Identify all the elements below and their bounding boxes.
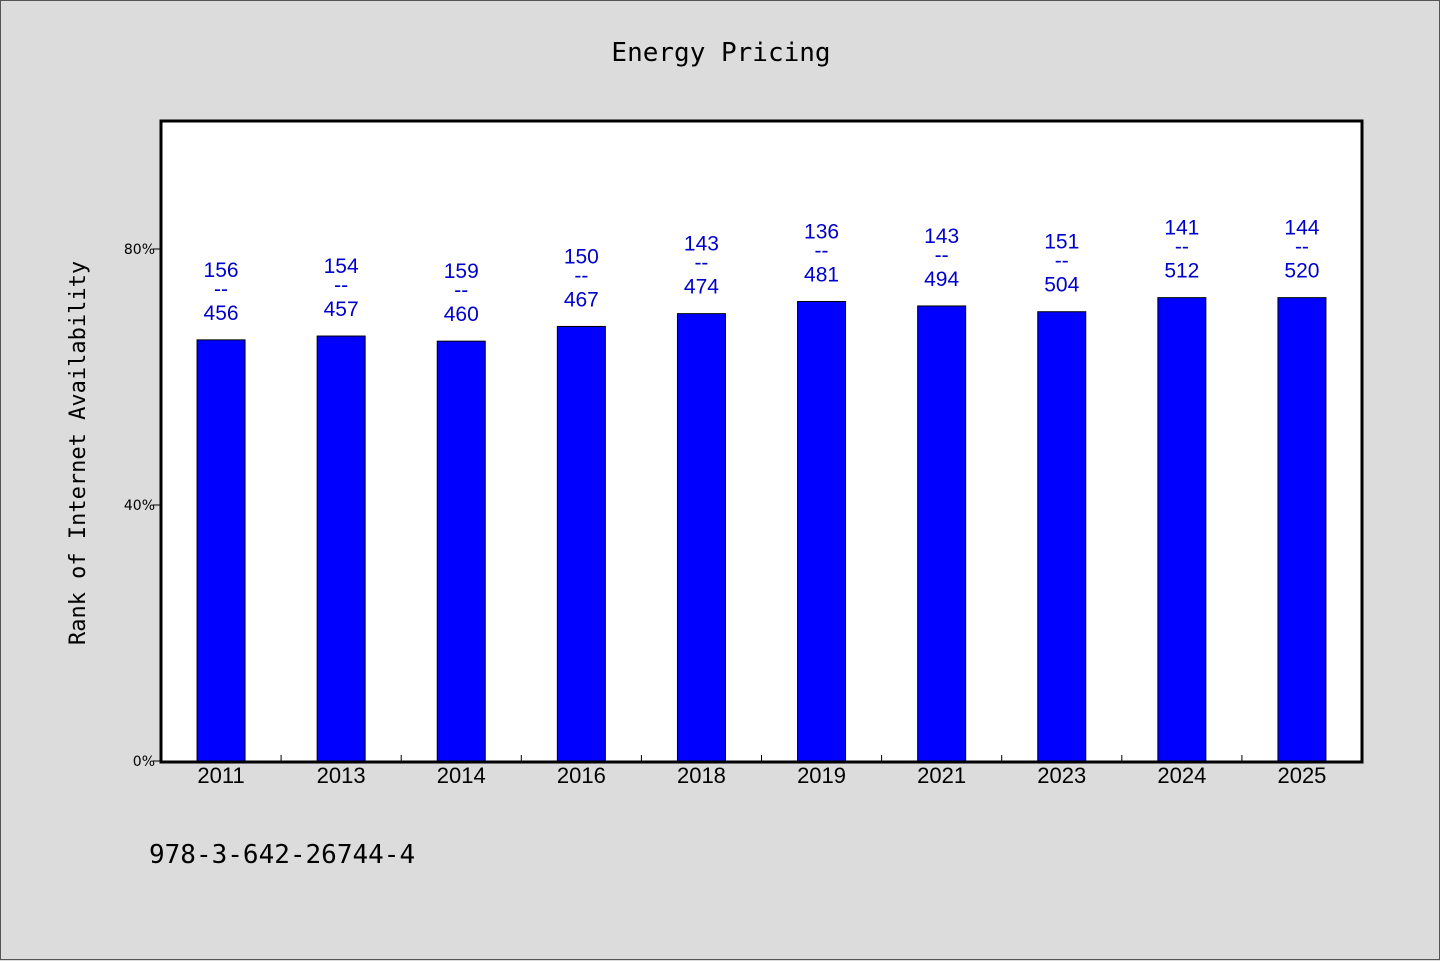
x-tick-label: 2025 [1277, 763, 1326, 788]
y-axis: 0% 40% 80% [124, 242, 161, 770]
data-label-top: 159 [444, 260, 479, 283]
bar-2024 [1157, 297, 1207, 762]
chart-title: Energy Pricing [611, 38, 830, 68]
data-label-bottom: 520 [1284, 260, 1319, 283]
bar-2019 [797, 300, 847, 762]
x-tick-label: 2011 [197, 763, 244, 788]
y-tick-label: 40% [124, 498, 155, 514]
data-label-separator: -- [1175, 236, 1189, 259]
data-label-separator: -- [694, 252, 708, 275]
y-tick-label: 0% [133, 754, 155, 770]
data-label-separator: -- [815, 239, 829, 262]
x-tick-label: 2021 [917, 763, 966, 788]
x-axis: 2011 2013 2014 2016 2018 2019 2021 2023 2024 2025 [197, 755, 1326, 788]
bars-group: 156--456154--457159--460150--467143--474… [196, 217, 1327, 762]
data-label-top: 151 [1044, 231, 1079, 254]
data-label-separator: -- [454, 279, 468, 302]
footnote: 978-3-642-26744-4 [149, 840, 415, 870]
x-tick-label: 2019 [797, 763, 846, 788]
x-tick-label: 2013 [317, 763, 366, 788]
x-tick-label: 2024 [1157, 763, 1206, 788]
data-label-top: 136 [804, 220, 839, 243]
data-label-bottom: 457 [324, 298, 359, 321]
data-label-bottom: 504 [1044, 274, 1079, 297]
data-label-separator: -- [334, 274, 348, 297]
data-label-separator: -- [935, 244, 949, 267]
data-label-top: 154 [324, 255, 359, 278]
x-tick-label: 2014 [437, 763, 486, 788]
bar-2011 [196, 339, 246, 762]
data-label-top: 143 [924, 225, 959, 248]
y-tick-label: 80% [124, 242, 155, 258]
data-label-separator: -- [214, 278, 228, 301]
data-label-top: 144 [1284, 217, 1319, 240]
data-label-top: 141 [1164, 217, 1199, 240]
data-label-separator: -- [1295, 236, 1309, 259]
data-label-separator: -- [1055, 250, 1069, 273]
data-label-bottom: 460 [444, 303, 479, 326]
data-label-bottom: 467 [564, 288, 599, 311]
bar-2021 [917, 305, 967, 762]
data-label-bottom: 512 [1164, 260, 1199, 283]
bar-2014 [436, 340, 486, 762]
data-label-top: 156 [204, 259, 239, 282]
data-label-bottom: 494 [924, 268, 959, 291]
bar-2023 [1037, 311, 1087, 762]
data-label-bottom: 481 [804, 263, 839, 286]
data-label-top: 150 [564, 245, 599, 268]
data-label-separator: -- [574, 264, 588, 287]
bar-2025 [1277, 297, 1327, 762]
x-tick-label: 2018 [677, 763, 726, 788]
y-axis-label: Rank of Internet Availability [66, 261, 91, 645]
bar-2016 [556, 325, 606, 762]
data-label-top: 143 [684, 233, 719, 256]
x-tick-label: 2016 [557, 763, 606, 788]
data-label-bottom: 456 [204, 302, 239, 325]
data-label-bottom: 474 [684, 276, 719, 299]
bar-2018 [676, 313, 726, 762]
bar-2013 [316, 335, 366, 762]
x-tick-label: 2023 [1037, 763, 1086, 788]
